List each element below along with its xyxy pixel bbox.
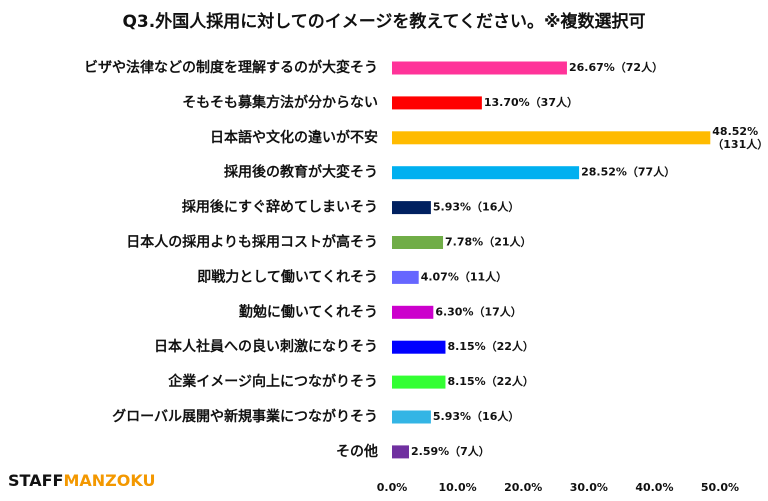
value-label: 8.15%（22人） [447,374,533,388]
chart-title: Q3.外国人採用に対してのイメージを教えてください。※複数選択可 [122,11,645,32]
bar [392,96,482,110]
bar [392,61,567,75]
x-tick-label: 0.0% [377,481,408,494]
category-label: 日本語や文化の違いが不安 [210,129,378,146]
category-label: 採用後の教育が大変そう [224,164,378,181]
value-label: 26.67%（72人） [569,60,663,74]
x-tick-label: 30.0% [570,481,608,494]
bar [392,305,434,319]
value-label: 13.70%（37人） [484,95,578,109]
bar [392,166,580,180]
value-label: 7.78%（21人） [445,235,531,249]
category-label: その他 [336,443,378,460]
category-label: グローバル展開や新規事業につながりそう [112,408,378,425]
value-label: 48.52%（131人） [712,125,768,151]
category-label: ビザや法律などの制度を理解するのが大変そう [84,59,378,76]
category-label: 即戦力として働いてくれそう [197,268,378,285]
value-label: 6.30%（17人） [435,304,521,318]
x-tick-label: 40.0% [635,481,673,494]
bar [392,340,446,354]
bar [392,375,446,389]
bar [392,131,711,145]
category-label: 企業イメージ向上につながりそう [167,373,378,390]
category-label: 勤勉に働いてくれそう [239,303,378,320]
category-label: 採用後にすぐ辞めてしまいそう [182,199,378,216]
category-label: 日本人社員への良い刺激になりそう [154,338,378,355]
value-label: 5.93%（16人） [433,200,519,214]
brand-part: STAFF [8,471,63,490]
bar [392,236,444,249]
x-tick-label: 20.0% [504,481,542,494]
bar [392,410,431,424]
value-label: 4.07%（11人） [421,269,507,283]
x-tick-label: 50.0% [701,481,739,494]
value-label: 8.15%（22人） [447,339,533,353]
category-label: 日本人の採用よりも採用コストが高そう [126,234,378,251]
value-label: 5.93%（16人） [433,409,519,423]
brand-logo: STAFFMANZOKU [8,471,155,490]
bar [392,270,419,284]
value-label: 28.52%（77人） [581,165,675,179]
value-label: 2.59%（7人） [411,444,490,458]
x-tick-label: 10.0% [439,481,477,494]
brand-part: MANZOKU [63,471,155,490]
bar [392,445,409,459]
category-label: そもそも募集方法が分からない [182,94,378,111]
bar [392,201,431,215]
